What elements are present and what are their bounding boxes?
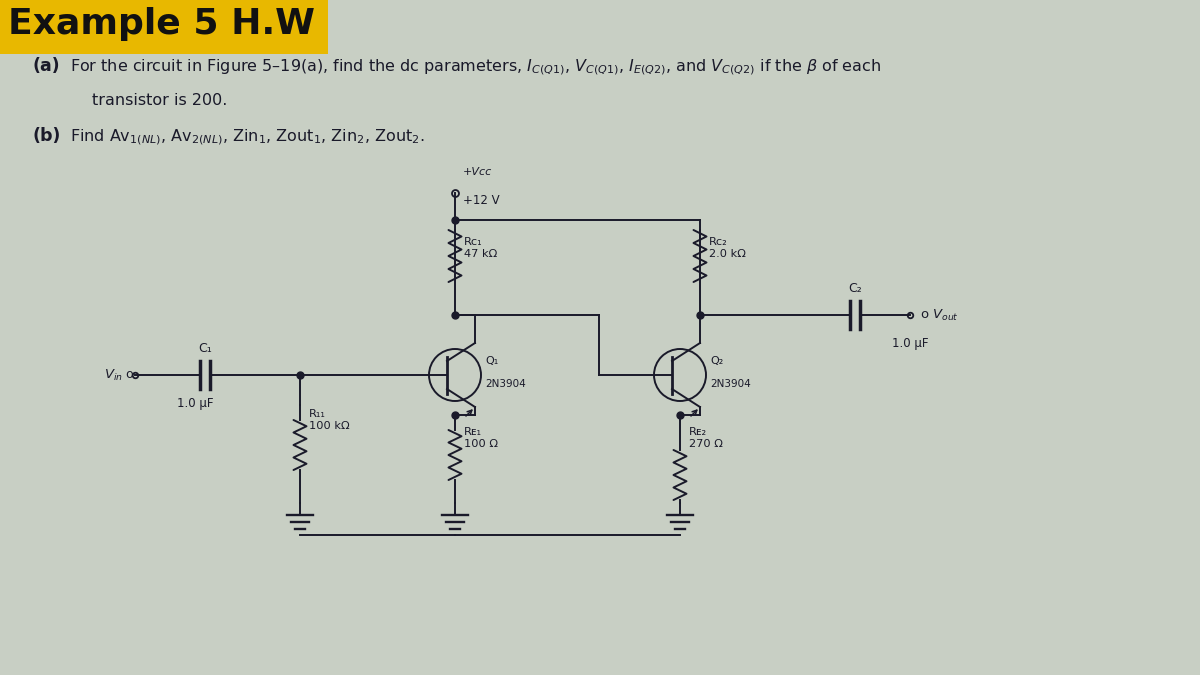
Text: Q₂: Q₂ <box>710 356 724 366</box>
Text: 1.0 μF: 1.0 μF <box>176 397 214 410</box>
Text: (b): (b) <box>32 127 60 145</box>
Text: Rᴇ₂
270 Ω: Rᴇ₂ 270 Ω <box>689 427 722 450</box>
Text: For the circuit in Figure 5–19(a), find the dc parameters, $\mathit{I}_{C(Q1)}$,: For the circuit in Figure 5–19(a), find … <box>70 57 881 76</box>
Text: o $V_{out}$: o $V_{out}$ <box>920 307 959 323</box>
Text: Find $\mathrm{Av}_{1(NL)}$, $\mathrm{Av}_{2(NL)}$, $\mathrm{Zin}_1$, $\mathrm{Zo: Find $\mathrm{Av}_{1(NL)}$, $\mathrm{Av}… <box>70 127 425 146</box>
Text: 2N3904: 2N3904 <box>485 379 526 389</box>
Text: +Vᴄᴄ: +Vᴄᴄ <box>463 167 492 177</box>
Text: 1.0 μF: 1.0 μF <box>892 337 929 350</box>
Text: +12 V: +12 V <box>463 194 499 207</box>
Text: o: o <box>125 369 133 381</box>
Text: Example 5 H.W: Example 5 H.W <box>8 7 314 41</box>
Text: Rᴄ₂
2.0 kΩ: Rᴄ₂ 2.0 kΩ <box>709 237 746 259</box>
Text: 2N3904: 2N3904 <box>710 379 751 389</box>
Text: Q₁: Q₁ <box>485 356 498 366</box>
Text: C₂: C₂ <box>848 282 862 295</box>
Text: Rᴄ₁
47 kΩ: Rᴄ₁ 47 kΩ <box>464 237 497 259</box>
Text: R₁₁
100 kΩ: R₁₁ 100 kΩ <box>310 408 349 431</box>
Text: (a): (a) <box>32 57 60 75</box>
Text: transistor is 200.: transistor is 200. <box>92 93 227 108</box>
Text: Rᴇ₁
100 Ω: Rᴇ₁ 100 Ω <box>464 427 498 450</box>
Text: C₁: C₁ <box>198 342 212 355</box>
Text: $V_{in}$: $V_{in}$ <box>104 367 124 383</box>
